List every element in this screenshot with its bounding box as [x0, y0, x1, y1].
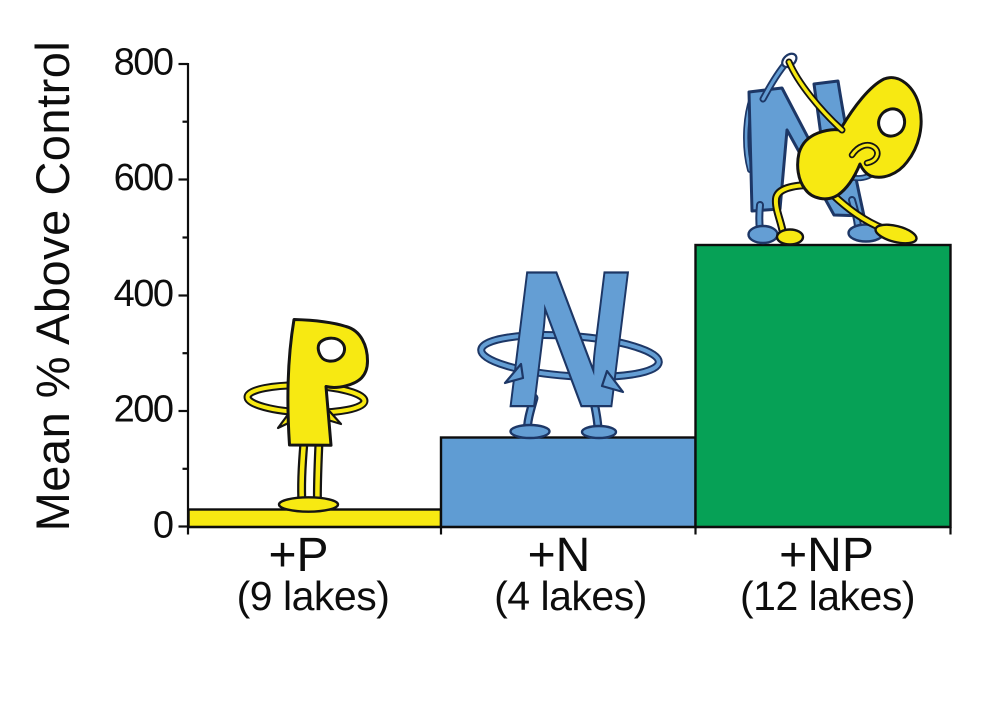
svg-text:600: 600 — [114, 157, 173, 199]
svg-text:(4 lakes): (4 lakes) — [494, 573, 647, 619]
svg-text:+P: +P — [268, 529, 328, 582]
svg-text:0: 0 — [153, 505, 173, 547]
svg-text:Mean % Above Control: Mean % Above Control — [26, 41, 79, 532]
svg-text:+N: +N — [528, 529, 591, 582]
svg-text:200: 200 — [114, 389, 173, 431]
svg-text:800: 800 — [114, 42, 173, 84]
svg-text:(9 lakes): (9 lakes) — [237, 573, 390, 619]
svg-text:(12 lakes): (12 lakes) — [740, 573, 915, 619]
svg-text:N: N — [495, 233, 643, 447]
svg-text:+NP: +NP — [779, 529, 874, 582]
svg-text:400: 400 — [114, 273, 173, 315]
